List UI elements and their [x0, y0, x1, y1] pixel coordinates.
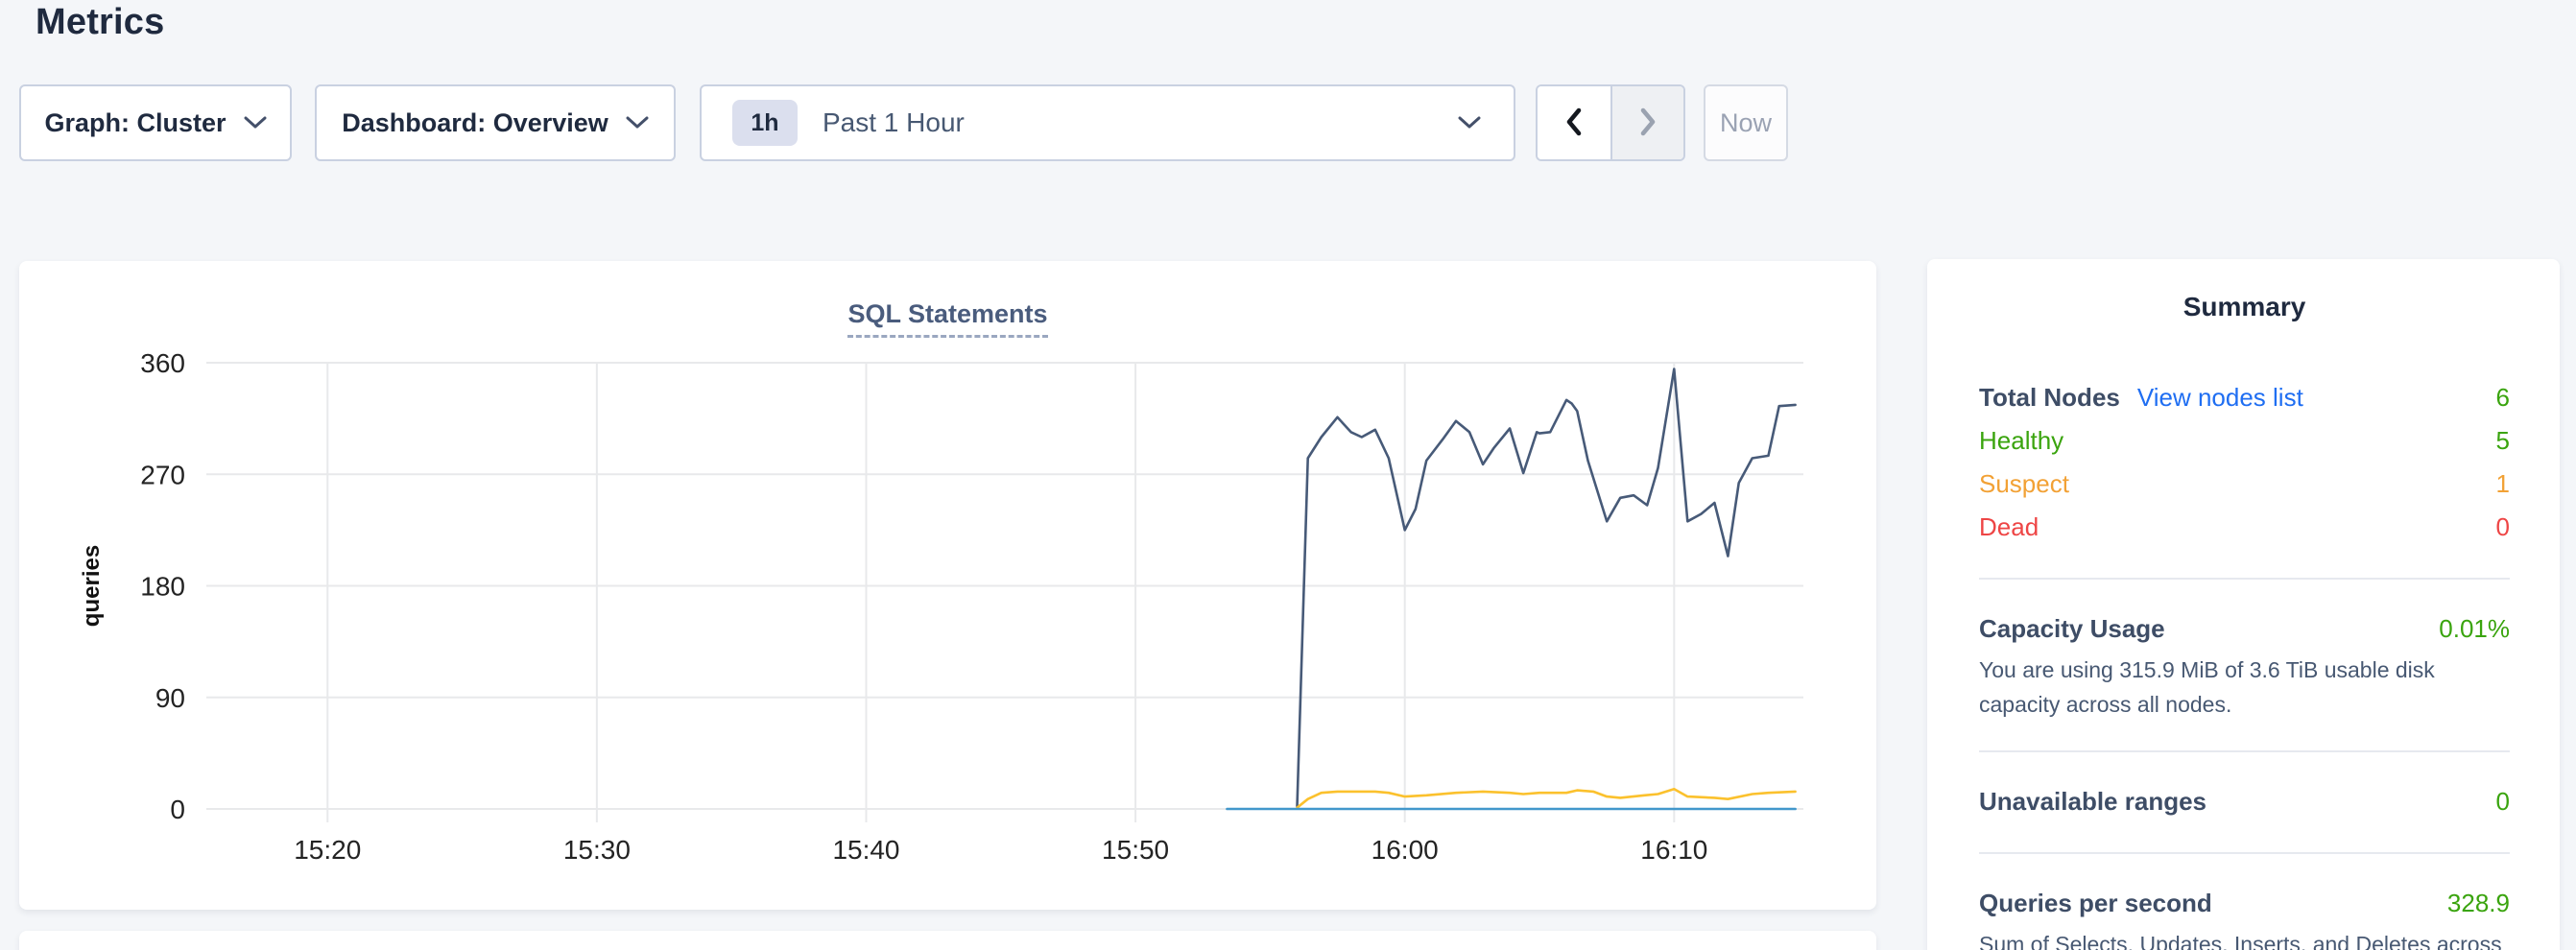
time-range-badge: 1h	[732, 100, 798, 146]
summary-node-rows: Total Nodes View nodes list 6 Healthy 5 …	[1979, 376, 2510, 549]
divider	[1979, 578, 2510, 580]
queries-per-second-value: 328.9	[2446, 888, 2510, 917]
x-axis-tick-label: 16:00	[1371, 835, 1439, 865]
chart-title[interactable]: SQL Statements	[847, 299, 1048, 338]
y-axis-tick-label: 360	[140, 348, 185, 378]
y-axis-tick-label: 0	[170, 795, 185, 824]
unavailable-ranges-label: Unavailable ranges	[1979, 786, 2206, 816]
healthy-label: Healthy	[1979, 426, 2064, 455]
dead-label: Dead	[1979, 512, 2039, 541]
chevron-left-icon	[1564, 107, 1584, 139]
capacity-usage-value: 0.01%	[2439, 613, 2510, 643]
capacity-usage-description: You are using 315.9 MiB of 3.6 TiB usabl…	[1979, 657, 2435, 717]
time-range-selector[interactable]: 1h Past 1 Hour	[700, 84, 1515, 161]
divider	[1979, 852, 2510, 854]
dashboard-dropdown[interactable]: Dashboard: Overview	[315, 84, 676, 161]
y-axis-tick-label: 90	[155, 683, 185, 713]
total-nodes-label: Total Nodes	[1979, 383, 2120, 412]
chevron-down-icon	[244, 116, 267, 130]
dashboard-dropdown-label: Dashboard: Overview	[342, 107, 608, 137]
summary-row-healthy: Healthy 5	[1979, 419, 2510, 463]
next-chart-card-partial	[19, 931, 1876, 950]
x-axis-tick-label: 15:40	[832, 835, 899, 865]
chevron-right-icon	[1638, 107, 1658, 139]
now-button[interactable]: Now	[1704, 84, 1788, 161]
queries-per-second-description: Sum of Selects, Updates, Inserts, and De…	[1979, 932, 2502, 950]
suspect-label: Suspect	[1979, 469, 2069, 498]
chart-line-dark-slate-series	[1296, 368, 1797, 808]
x-axis-tick-label: 15:30	[563, 835, 631, 865]
graph-dropdown[interactable]: Graph: Cluster	[19, 84, 292, 161]
suspect-value: 1	[2495, 469, 2510, 498]
capacity-usage-label: Capacity Usage	[1979, 613, 2165, 643]
summary-title: Summary	[2182, 292, 2306, 321]
summary-row-suspect: Suspect 1	[1979, 463, 2510, 506]
sql-statements-chart[interactable]: 0 90 180 270 360 15:20 15:30 15:40 15:50 16:00 16:…	[19, 261, 1876, 910]
x-axis-tick-label: 16:10	[1640, 835, 1707, 865]
sql-statements-chart-card: 0 90 180 270 360 15:20 15:30 15:40 15:50 16:00 16:…	[19, 261, 1876, 910]
dead-value: 0	[2495, 512, 2510, 541]
prev-time-button[interactable]	[1538, 86, 1610, 159]
next-time-button[interactable]	[1610, 86, 1683, 159]
time-step-button-group	[1536, 84, 1685, 161]
time-range-label: Past 1 Hour	[823, 107, 965, 137]
summary-row-queries-per-second: Queries per second 328.9	[1979, 881, 2510, 925]
y-axis-tick-label: 270	[140, 460, 185, 489]
x-axis-tick-label: 15:20	[294, 835, 361, 865]
summary-row-unavailable-ranges: Unavailable ranges 0	[1979, 779, 2510, 823]
summary-row-capacity-usage: Capacity Usage 0.01%	[1979, 606, 2510, 651]
chevron-down-icon	[1458, 116, 1481, 130]
view-nodes-list-link[interactable]: View nodes list	[2136, 383, 2303, 412]
divider	[1979, 750, 2510, 752]
queries-per-second-label: Queries per second	[1979, 888, 2212, 917]
page-title: Metrics	[36, 2, 165, 42]
x-axis-tick-label: 15:50	[1102, 835, 1169, 865]
y-axis-tick-label: 180	[140, 572, 185, 602]
unavailable-ranges-value: 0	[2495, 786, 2510, 816]
y-axis-label: queries	[79, 545, 105, 627]
chevron-down-icon	[626, 116, 649, 130]
summary-row-dead: Dead 0	[1979, 506, 2510, 549]
graph-dropdown-label: Graph: Cluster	[44, 107, 227, 137]
chart-title-row: SQL Statements	[19, 299, 1876, 338]
total-nodes-value: 6	[2495, 383, 2510, 412]
summary-row-total-nodes: Total Nodes View nodes list 6	[1979, 376, 2510, 419]
healthy-value: 5	[2495, 426, 2510, 455]
chart-line-yellow-series	[1296, 787, 1797, 810]
summary-card: Summary Total Nodes View nodes list 6 He…	[1927, 259, 2560, 950]
